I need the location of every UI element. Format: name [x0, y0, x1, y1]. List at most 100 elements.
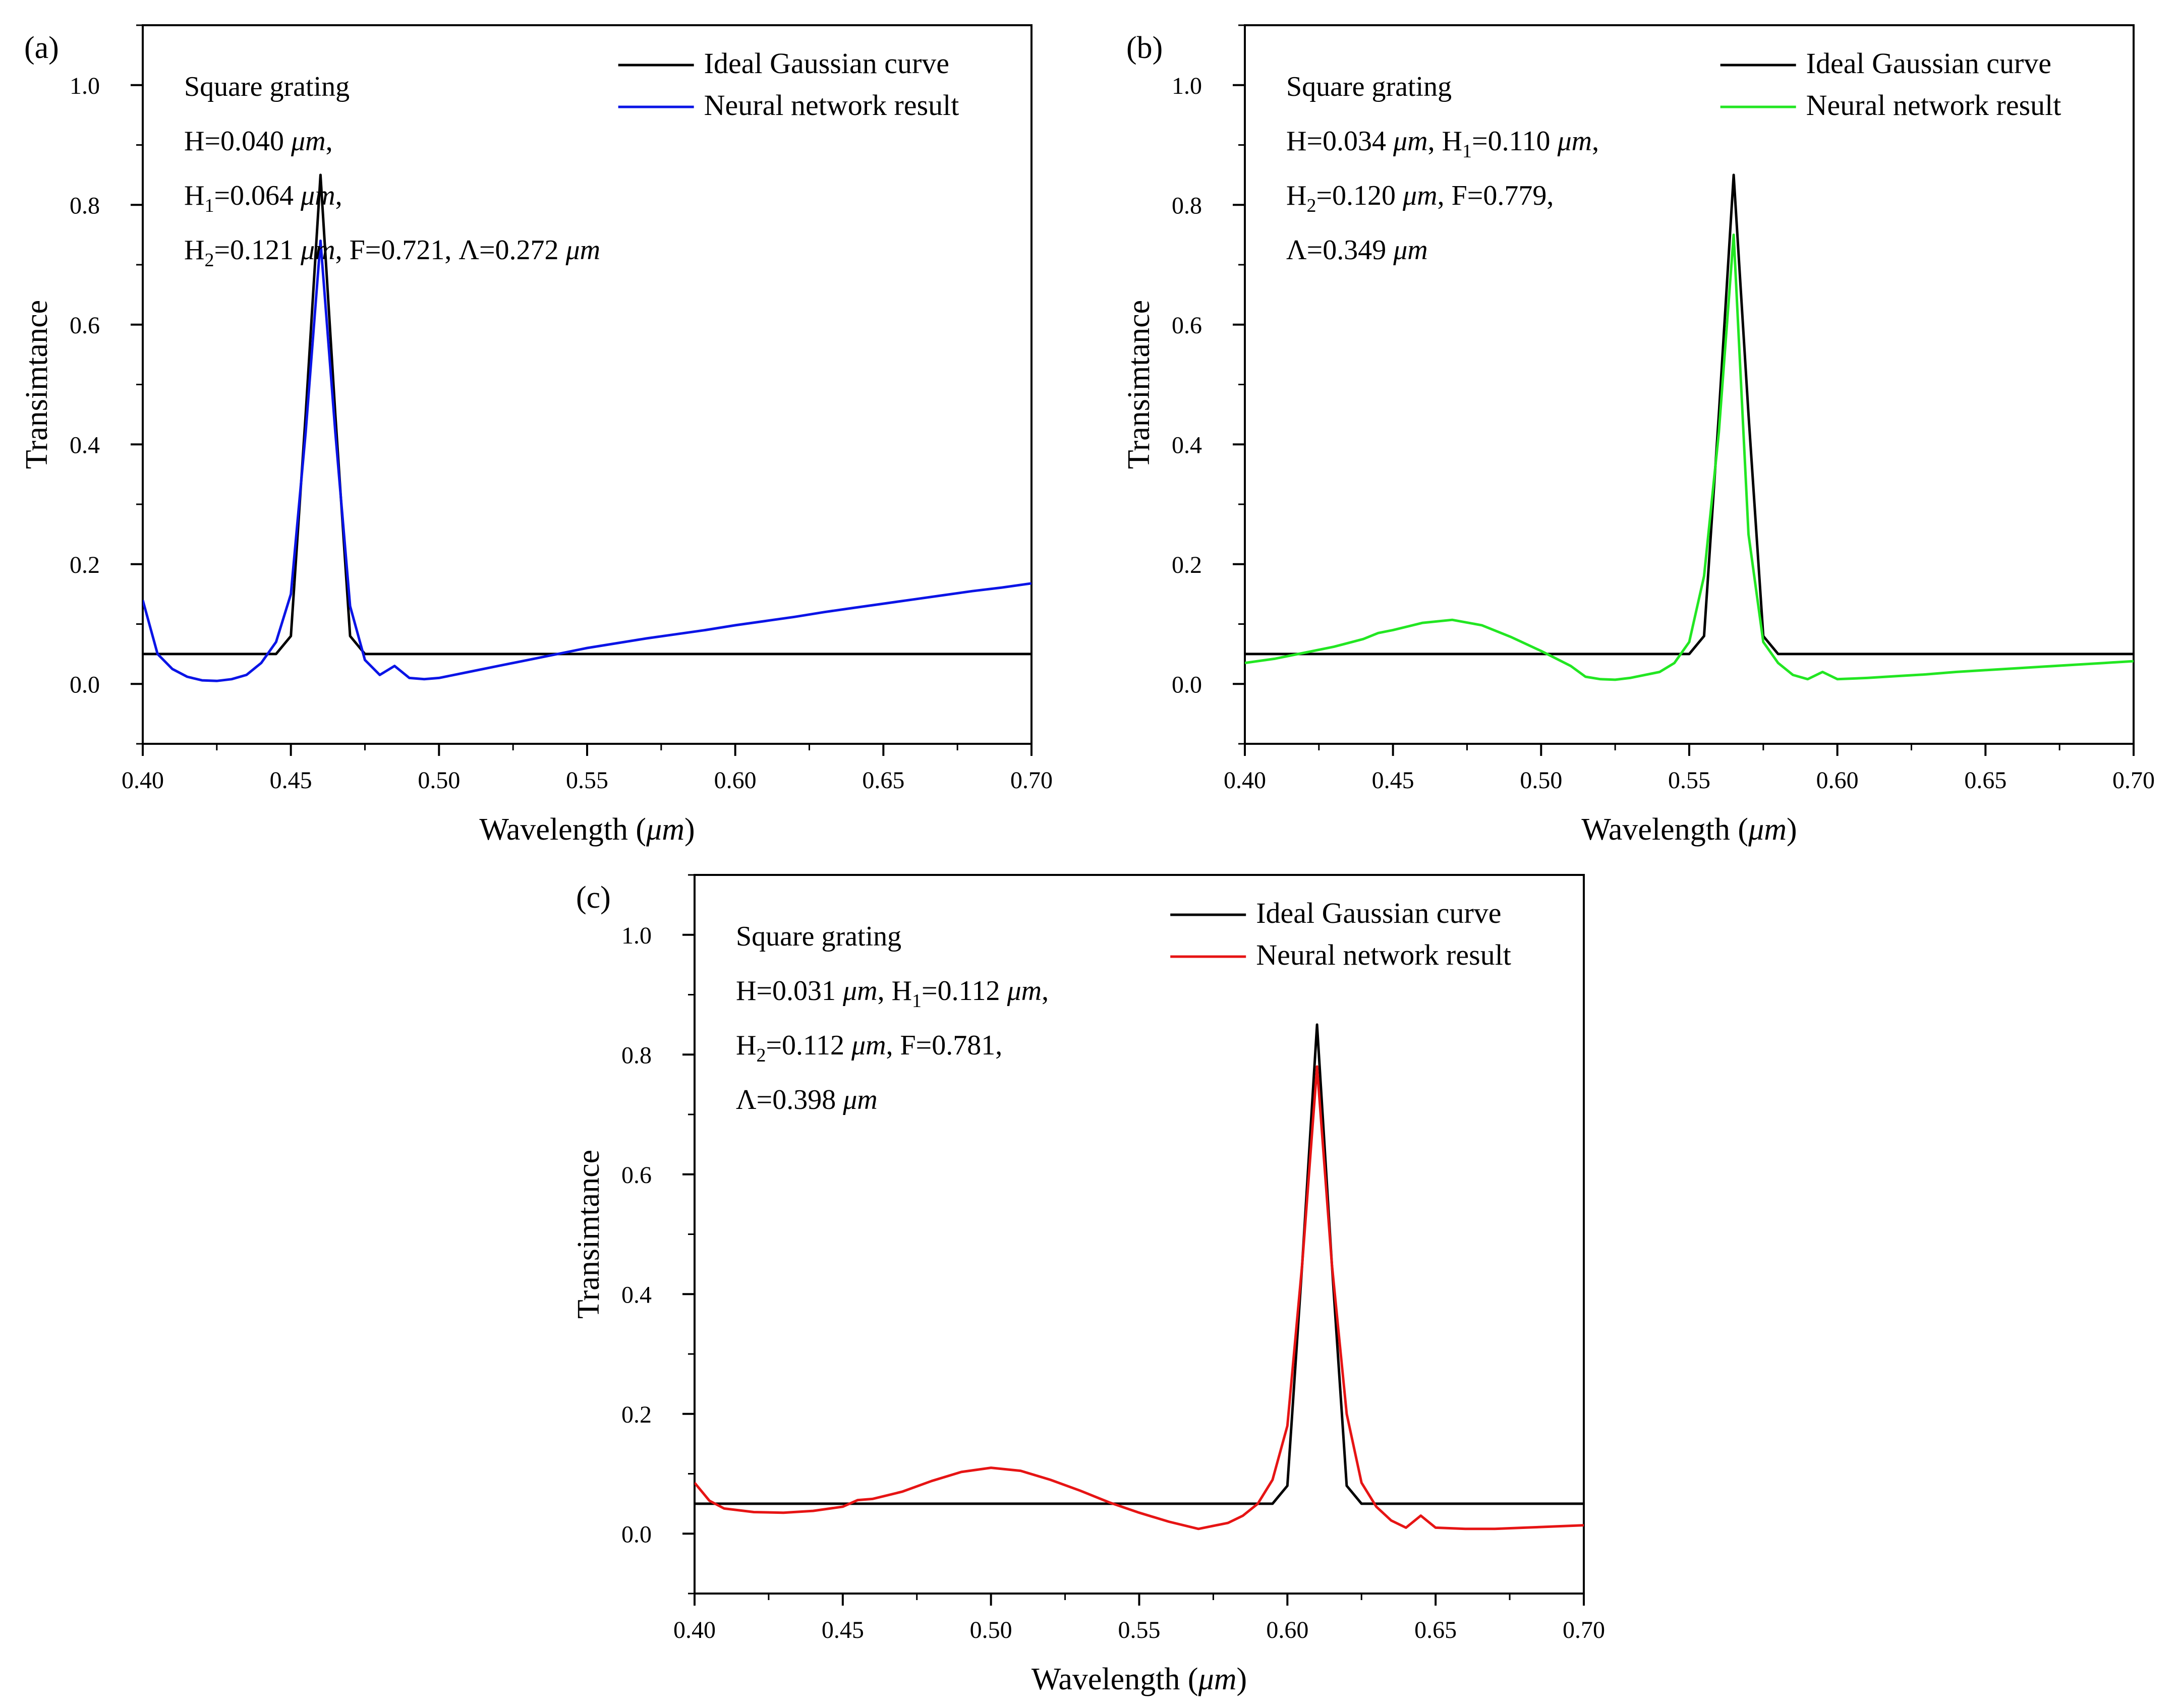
annotation-part: μm — [842, 1084, 878, 1115]
annotation-line: H2=0.120 μm, F=0.779, — [1286, 180, 1554, 216]
y-tick-label: 0.8 — [621, 1042, 652, 1069]
x-tick-label: 0.45 — [1372, 767, 1414, 794]
y-tick-label: 1.0 — [621, 922, 652, 949]
y-axis-title: Transimtance — [1122, 300, 1156, 469]
annotation-line: H=0.031 μm, H1=0.112 μm, — [736, 975, 1049, 1012]
x-tick-label: 0.40 — [673, 1617, 716, 1643]
annotation-line: H2=0.121 μm, F=0.721, Λ=0.272 μm — [184, 234, 600, 271]
x-tick-label: 0.55 — [566, 767, 608, 794]
annotation-part: , F=0.721, Λ=0.272 — [335, 234, 566, 266]
x-axis-title-part: ) — [1787, 812, 1797, 847]
y-tick-label: 0.4 — [1172, 432, 1202, 458]
y-axis-title: Transimtance — [571, 1150, 606, 1319]
y-tick-label: 0.0 — [621, 1521, 652, 1548]
legend-label: Neural network result — [1806, 89, 2061, 122]
annotation-part: μm — [300, 180, 335, 211]
annotation-part: =0.120 — [1316, 180, 1403, 211]
annotation-part: Λ=0.398 — [736, 1084, 843, 1115]
x-axis-title-part: Wavelength ( — [1581, 812, 1748, 847]
y-tick-label: 1.0 — [70, 73, 100, 99]
annotation-part: Λ=0.349 — [1286, 234, 1393, 266]
x-axis-title-part: Wavelength ( — [1031, 1662, 1198, 1696]
x-tick-label: 0.70 — [1563, 1617, 1605, 1643]
x-tick-label: 0.40 — [1224, 767, 1266, 794]
annotation-part: , F=0.781, — [886, 1030, 1003, 1061]
x-axis-title-part: ) — [1236, 1662, 1247, 1696]
annotation-part: , H — [1428, 126, 1462, 157]
annotation-line: H2=0.112 μm, F=0.781, — [736, 1030, 1002, 1066]
annotation-part: H — [1286, 180, 1306, 211]
x-tick-label: 0.40 — [122, 767, 164, 794]
annotation-part: H — [184, 180, 204, 211]
annotation-line: H1=0.064 μm, — [184, 180, 342, 216]
annotation-part: μm — [291, 126, 326, 157]
annotation-part: μm — [1402, 180, 1438, 211]
x-axis-title: Wavelength (μm) — [479, 812, 695, 847]
x-tick-label: 0.60 — [1266, 1617, 1308, 1643]
y-tick-label: 0.0 — [70, 671, 100, 698]
annotation-part: =0.121 — [214, 234, 301, 266]
annotation-part: =0.112 — [922, 975, 1007, 1007]
legend-label: Neural network result — [1256, 938, 1511, 971]
annotation-line: Square grating — [1286, 71, 1452, 102]
annotation-part: 2 — [756, 1045, 766, 1066]
annotation-line: H=0.040 μm, — [184, 126, 333, 157]
legend-label: Ideal Gaussian curve — [1806, 47, 2051, 80]
x-tick-label: 0.65 — [862, 767, 904, 794]
legend-label: Neural network result — [704, 89, 959, 122]
annotation-part: μm — [842, 975, 878, 1007]
annotation-part: , — [1042, 975, 1049, 1007]
annotation-part: μm — [1007, 975, 1042, 1007]
annotation-part: μm — [851, 1030, 886, 1061]
y-tick-label: 0.4 — [621, 1281, 652, 1308]
x-tick-label: 0.70 — [2112, 767, 2155, 794]
x-tick-label: 0.60 — [714, 767, 757, 794]
annotation-part: =0.112 — [766, 1030, 851, 1061]
y-tick-label: 0.2 — [70, 552, 100, 578]
x-tick-label: 0.55 — [1118, 1617, 1161, 1643]
panel-label: (c) — [576, 880, 611, 915]
y-tick-label: 0.8 — [1172, 192, 1202, 219]
y-tick-label: 1.0 — [1172, 73, 1202, 99]
annotation-part: H — [736, 1030, 756, 1061]
neural-network-line — [695, 1065, 1584, 1530]
annotation-line: Λ=0.349 μm — [1286, 234, 1428, 266]
annotation-part: =0.064 — [214, 180, 301, 211]
legend-label: Ideal Gaussian curve — [704, 47, 949, 80]
neural-network-line — [1245, 233, 2134, 681]
x-tick-label: 0.50 — [418, 767, 460, 794]
annotation-part: μm — [1393, 234, 1428, 266]
x-tick-label: 0.45 — [270, 767, 312, 794]
ideal-gaussian-line — [695, 1023, 1584, 1505]
y-tick-label: 0.8 — [70, 192, 100, 219]
x-axis-title-part: μm — [1198, 1662, 1237, 1696]
annotation-part: 1 — [912, 990, 922, 1012]
annotation-part: H=0.034 — [1286, 126, 1393, 157]
y-tick-label: 0.0 — [1172, 671, 1202, 698]
y-tick-label: 0.2 — [1172, 552, 1202, 578]
annotation-part: 2 — [204, 250, 214, 271]
neural-network-line — [143, 240, 1031, 682]
y-tick-label: 0.4 — [70, 432, 100, 458]
annotation-part: Square grating — [184, 71, 350, 102]
y-tick-label: 0.6 — [70, 312, 100, 339]
annotation-part: μm — [1557, 126, 1592, 157]
x-axis-title-part: μm — [1748, 812, 1787, 847]
x-axis-title-part: Wavelength ( — [479, 812, 646, 847]
annotation-part: , F=0.779, — [1438, 180, 1554, 211]
y-tick-label: 0.6 — [1172, 312, 1202, 339]
annotation-part: μm — [300, 234, 335, 266]
panel-label: (b) — [1126, 31, 1163, 65]
x-tick-label: 0.70 — [1010, 767, 1053, 794]
chart-panel-a: 0.40 0.45 0.50 0.55 0.60 0.65 0.70 0.0 0.2 0.4 0.6… — [20, 24, 1053, 847]
annotation-part: Square grating — [1286, 71, 1452, 102]
panel-label: (a) — [24, 31, 59, 65]
annotation-part: Square grating — [736, 921, 901, 952]
x-axis-title: Wavelength (μm) — [1031, 1662, 1247, 1696]
x-axis-title-part: ) — [684, 812, 695, 847]
chart-panel-c: 0.40 0.45 0.50 0.55 0.60 0.65 0.70 0.0 0.2 0.4 0.6… — [571, 874, 1605, 1696]
annotation-part: =0.110 — [1472, 126, 1558, 157]
annotation-part: H=0.031 — [736, 975, 843, 1007]
annotation-part: μm — [1393, 126, 1428, 157]
x-tick-label: 0.50 — [1520, 767, 1562, 794]
